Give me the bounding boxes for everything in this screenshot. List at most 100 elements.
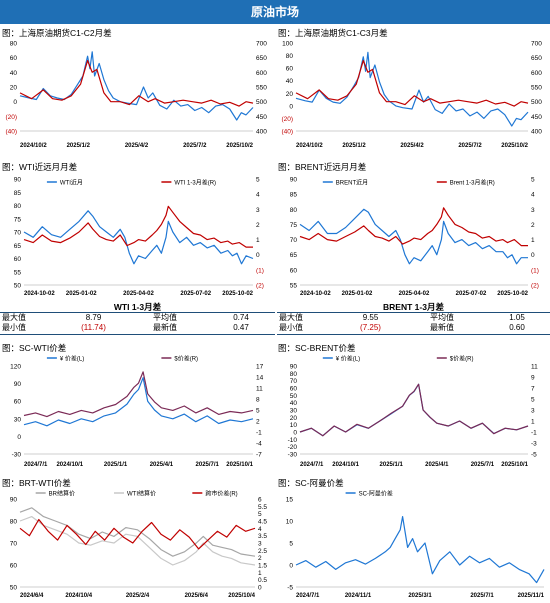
wti-max-label: 最大值 — [2, 313, 26, 322]
brent-max-value: 9.55 — [362, 313, 379, 322]
y-tick-label: 70 — [290, 237, 298, 244]
y-tick-label: (40) — [281, 129, 293, 136]
series-line-1 — [299, 208, 528, 265]
y-tick-label: 60 — [10, 563, 18, 570]
y-tick-label: 0 — [17, 434, 21, 441]
legend-label: WTI近月 — [60, 179, 83, 187]
legend-label: $价差(R) — [450, 355, 474, 363]
chart-sc-c1c3: (40) (20) 0 20 40 60 80 100 400 450 500 550 600 650 70… — [281, 41, 542, 150]
y2-tick-label: -3 — [531, 441, 537, 448]
y-tick-label: 70 — [14, 230, 22, 237]
wti-stats-table: 最大值 8.79 平均值 0.74 最小值 (11.74) 最新值 0.47 — [0, 313, 275, 333]
x-tick-label: 2025/10/1 — [226, 462, 253, 468]
chart-title-sc-wti: 图：SC-WTI价差 — [2, 343, 67, 353]
chart-brt-wti: 50 60 70 80 90 00.511.522.533.544.555.56 2024/… — [10, 490, 268, 600]
y-tick-label: 50 — [290, 393, 298, 400]
y-tick-label: (40) — [5, 129, 17, 136]
y-tick-label: -10 — [288, 437, 298, 444]
y-tick-label: 40 — [286, 78, 294, 85]
x-tick-label: 2025/7/1 — [471, 462, 495, 468]
y-tick-label: 80 — [286, 53, 294, 60]
x-tick-label: 2025-04-02 — [123, 291, 154, 297]
y2-tick-label: 1 — [256, 237, 260, 244]
series-line-1 — [19, 507, 256, 557]
y-tick-label: 50 — [10, 585, 18, 592]
y2-tick-label: 0 — [531, 252, 535, 259]
chart-title-sc-c1c3: 图：上海原油期货C1-C3月差 — [278, 28, 388, 38]
x-tick-label: 2025/7/1 — [196, 462, 220, 468]
series-line-2 — [23, 205, 253, 248]
x-tick-label: 2025/2/4 — [126, 593, 150, 599]
brent-latest-value: 0.60 — [509, 323, 525, 332]
y2-tick-label: 4 — [256, 192, 260, 199]
y-tick-label: 60 — [14, 256, 22, 263]
y-tick-label: 30 — [290, 408, 298, 415]
page-banner: 原油市场 — [0, 0, 550, 24]
y2-tick-label: 2 — [258, 555, 262, 562]
y-tick-label: 60 — [14, 399, 22, 406]
chart-sc-wti: -30 0 30 60 90 120 -7 -4 -1 2 5 8 11 14 17 2024/7/1 2024… — [10, 355, 263, 469]
x-tick-label: 2025/1/2 — [67, 143, 91, 149]
y2-tick-label: (1) — [531, 267, 539, 274]
x-tick-label: 2024/7/1 — [300, 462, 324, 468]
x-tick-label: 2025-01-02 — [66, 291, 97, 297]
y-tick-label: 60 — [286, 66, 294, 73]
y-tick-label: 65 — [14, 243, 22, 250]
x-tick-label: 2025/7/1 — [470, 593, 494, 599]
y-tick-label: 80 — [290, 371, 298, 378]
x-tick-label: 2024/10/1 — [56, 462, 83, 468]
y-tick-label: 20 — [10, 85, 18, 92]
x-tick-label: 2024/10/2 — [20, 143, 47, 149]
y-tick-label: 10 — [290, 422, 298, 429]
y2-tick-label: 650 — [531, 55, 542, 62]
y2-tick-label: -7 — [256, 452, 262, 459]
y2-tick-label: 3.5 — [258, 533, 267, 540]
x-tick-label: 2025/1/2 — [342, 143, 366, 149]
chart-title-sc-oman: 图：SC-阿曼价差 — [278, 478, 344, 488]
legend-label: 跨市价差(R) — [205, 490, 237, 498]
y2-tick-label: 4 — [258, 526, 262, 533]
y-tick-label: 75 — [290, 222, 298, 229]
y2-tick-label: 1 — [258, 570, 262, 577]
brent-min-label: 最小值 — [279, 323, 303, 332]
y2-tick-label: 1.5 — [258, 563, 267, 570]
chart-title-brt-wti: 图：BRT-WTI价差 — [2, 478, 71, 488]
y2-tick-label: 600 — [256, 70, 267, 77]
y-tick-label: 65 — [290, 252, 298, 259]
y-tick-label: 100 — [282, 41, 293, 48]
y-tick-label: 40 — [290, 400, 298, 407]
x-tick-label: 2024/6/4 — [20, 593, 44, 599]
y2-tick-label: 600 — [531, 70, 542, 77]
brent-max-label: 最大值 — [279, 313, 303, 322]
chart-title-wti-spread: 图：WTI近远月月差 — [2, 162, 78, 172]
wti-latest-label: 最新值 — [153, 323, 177, 332]
x-tick-label: 2025/10/2 — [501, 143, 528, 149]
series-line-2 — [299, 383, 529, 437]
x-tick-label: 2024/10/2 — [296, 143, 323, 149]
x-tick-label: 2025/11/1 — [518, 593, 545, 599]
series-line-1 — [23, 377, 254, 427]
y2-tick-label: 400 — [256, 129, 267, 136]
x-tick-label: 2024/10/4 — [65, 593, 92, 599]
y2-tick-label: 5 — [258, 511, 262, 518]
chart-title-sc-brent: 图：SC-BRENT价差 — [278, 343, 356, 353]
y-tick-label: 90 — [290, 177, 298, 184]
y2-tick-label: 400 — [531, 129, 542, 136]
y-tick-label: -20 — [288, 444, 298, 451]
legend-label: BRENT近月 — [336, 179, 368, 187]
wti-stats-bottom — [0, 334, 275, 335]
wti-min-value: (11.74) — [81, 323, 106, 332]
chart-brent-spread: 55 60 65 70 75 80 85 90 (2) (1) 0 1 2 3 4 5 2024-10-02 20… — [290, 177, 539, 298]
y2-tick-label: 3 — [531, 207, 535, 214]
y2-tick-label: -5 — [531, 452, 537, 459]
y-tick-label: 120 — [10, 364, 21, 371]
chart-title-brent-spread: 图：BRENT近远月月差 — [278, 162, 367, 172]
y2-tick-label: 3 — [256, 207, 260, 214]
y-tick-label: 10 — [286, 519, 294, 526]
x-tick-label: 2025/3/1 — [408, 593, 432, 599]
y2-tick-label: 4 — [531, 192, 535, 199]
y-tick-label: 0 — [13, 99, 17, 106]
x-tick-label: 2025-07-02 — [180, 291, 211, 297]
y-tick-label: 55 — [290, 283, 298, 290]
